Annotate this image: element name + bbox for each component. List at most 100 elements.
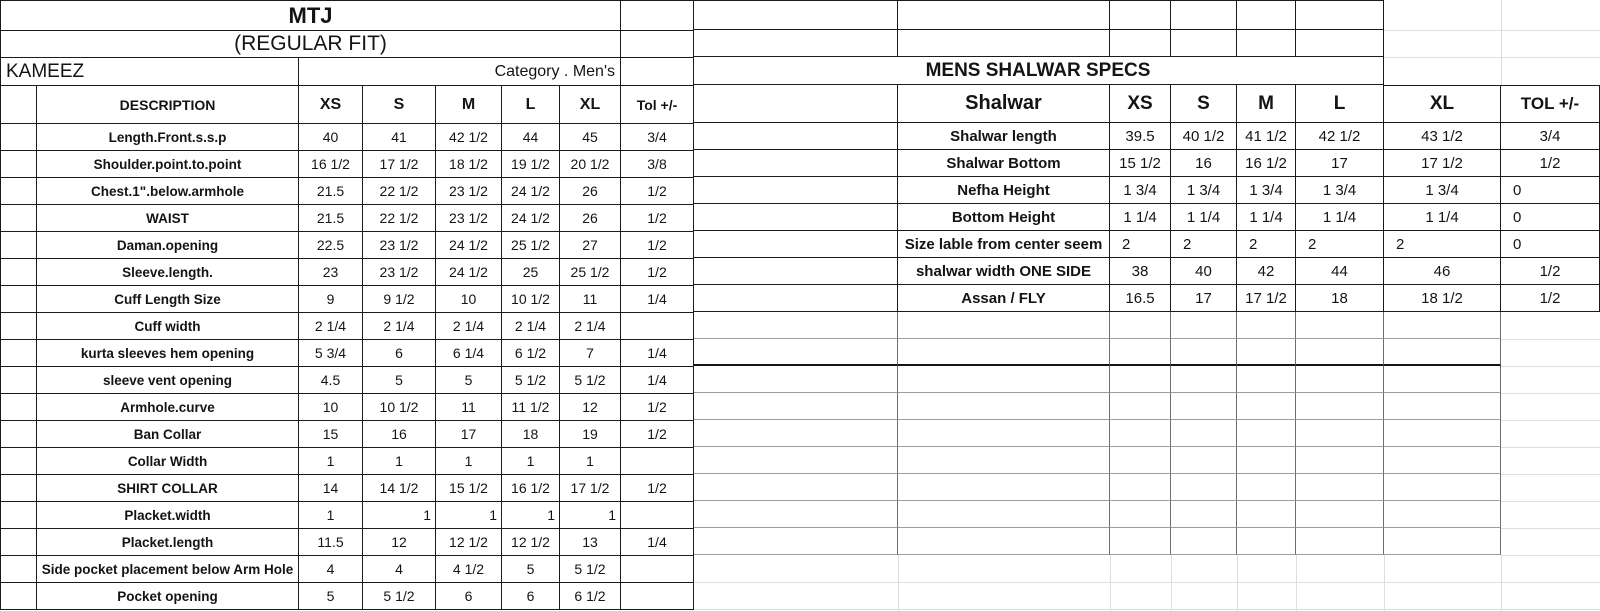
spacer-cell[interactable] [1, 367, 37, 394]
empty-cell[interactable] [1501, 0, 1600, 30]
empty-grid-cell[interactable] [1296, 312, 1384, 339]
size-value-cell[interactable]: 22.5 [299, 232, 363, 259]
empty-cell[interactable] [1296, 30, 1384, 57]
spacer-cell[interactable] [693, 231, 898, 258]
size-value-cell[interactable]: 23 [299, 259, 363, 286]
size-value-cell[interactable]: 14 [299, 475, 363, 502]
empty-grid-cell[interactable] [1237, 339, 1296, 366]
spacer-cell[interactable] [1, 205, 37, 232]
size-value-cell[interactable]: 25 1/2 [560, 259, 621, 286]
empty-grid-cell[interactable] [1237, 393, 1296, 420]
column-header-m[interactable]: M [1237, 85, 1296, 123]
size-value-cell[interactable]: 12 1/2 [502, 529, 560, 556]
tolerance-cell[interactable]: 3/4 [1501, 123, 1600, 150]
empty-grid-cell[interactable] [1384, 447, 1501, 474]
column-header-description[interactable]: DESCRIPTION [37, 86, 299, 124]
size-value-cell[interactable]: 2 [1296, 231, 1384, 258]
empty-cell[interactable] [1296, 0, 1384, 30]
size-value-cell[interactable]: 1 3/4 [1296, 177, 1384, 204]
row-label-cell[interactable]: kurta sleeves hem opening [37, 340, 299, 367]
size-value-cell[interactable]: 6 [363, 340, 436, 367]
size-value-cell[interactable]: 2 1/4 [560, 313, 621, 340]
empty-cell[interactable] [898, 0, 1110, 30]
size-value-cell[interactable]: 38 [1110, 258, 1171, 285]
size-value-cell[interactable]: 10 1/2 [502, 286, 560, 313]
empty-grid-cell[interactable] [1296, 393, 1384, 420]
size-value-cell[interactable]: 1 1/4 [1296, 204, 1384, 231]
spacer-cell[interactable] [1, 556, 37, 583]
empty-grid-cell[interactable] [898, 366, 1110, 393]
row-label-cell[interactable]: sleeve vent opening [37, 367, 299, 394]
size-value-cell[interactable]: 5 1/2 [502, 367, 560, 394]
empty-grid-cell[interactable] [1171, 393, 1237, 420]
empty-grid-cell[interactable] [1237, 366, 1296, 393]
empty-cell[interactable] [1110, 0, 1171, 30]
column-header-shalwar[interactable]: Shalwar [898, 85, 1110, 123]
tolerance-cell[interactable]: 1/2 [1501, 150, 1600, 177]
size-value-cell[interactable]: 5 1/2 [560, 367, 621, 394]
row-label-cell[interactable]: Shalwar Bottom [898, 150, 1110, 177]
size-value-cell[interactable]: 42 [1237, 258, 1296, 285]
column-header-s[interactable]: S [1171, 85, 1237, 123]
empty-grid-cell[interactable] [1110, 447, 1171, 474]
empty-grid-cell[interactable] [1110, 420, 1171, 447]
empty-grid-cell[interactable] [898, 447, 1110, 474]
size-value-cell[interactable]: 14 1/2 [363, 475, 436, 502]
size-value-cell[interactable]: 24 1/2 [436, 232, 502, 259]
size-value-cell[interactable]: 22 1/2 [363, 178, 436, 205]
empty-grid-cell[interactable] [1171, 474, 1237, 501]
row-label-cell[interactable]: Daman.opening [37, 232, 299, 259]
empty-grid-cell[interactable] [1384, 312, 1501, 339]
size-value-cell[interactable]: 1 [363, 448, 436, 475]
empty-grid-cell[interactable] [1296, 447, 1384, 474]
empty-grid-cell[interactable] [1384, 393, 1501, 420]
tolerance-cell[interactable]: 1/4 [621, 340, 694, 367]
size-value-cell[interactable]: 26 [560, 178, 621, 205]
empty-grid-cell[interactable] [1171, 420, 1237, 447]
size-value-cell[interactable]: 19 [560, 421, 621, 448]
empty-grid-cell[interactable] [1296, 366, 1384, 393]
size-value-cell[interactable]: 2 [1237, 231, 1296, 258]
size-value-cell[interactable]: 40 [1171, 258, 1237, 285]
size-value-cell[interactable]: 18 1/2 [436, 151, 502, 178]
empty-grid-cell[interactable] [1296, 420, 1384, 447]
empty-cell[interactable] [1384, 57, 1501, 85]
size-value-cell[interactable]: 11 [436, 394, 502, 421]
size-value-cell[interactable]: 1 [560, 502, 621, 529]
empty-cell[interactable] [1501, 57, 1600, 85]
size-value-cell[interactable]: 16 [363, 421, 436, 448]
size-value-cell[interactable]: 15 [299, 421, 363, 448]
size-value-cell[interactable]: 5 1/2 [560, 556, 621, 583]
size-value-cell[interactable]: 1 3/4 [1171, 177, 1237, 204]
empty-grid-cell[interactable] [1237, 474, 1296, 501]
tolerance-cell[interactable]: 3/4 [621, 124, 694, 151]
size-value-cell[interactable]: 1 [299, 448, 363, 475]
spacer-cell[interactable] [693, 204, 898, 231]
size-value-cell[interactable]: 27 [560, 232, 621, 259]
size-value-cell[interactable]: 6 1/4 [436, 340, 502, 367]
size-value-cell[interactable]: 6 1/2 [560, 583, 621, 610]
size-value-cell[interactable]: 12 [560, 394, 621, 421]
empty-grid-cell[interactable] [898, 339, 1110, 366]
size-value-cell[interactable]: 18 [502, 421, 560, 448]
empty-grid-cell[interactable] [693, 393, 898, 420]
tolerance-cell[interactable] [621, 448, 694, 475]
row-label-cell[interactable]: Shalwar length [898, 123, 1110, 150]
row-label-cell[interactable]: Bottom Height [898, 204, 1110, 231]
empty-grid-cell[interactable] [1384, 366, 1501, 393]
row-label-cell[interactable]: Armhole.curve [37, 394, 299, 421]
spacer-cell[interactable] [1, 340, 37, 367]
size-value-cell[interactable]: 9 1/2 [363, 286, 436, 313]
spacer-cell[interactable] [1, 124, 37, 151]
tolerance-cell[interactable]: 0 [1501, 231, 1600, 258]
empty-grid-cell[interactable] [693, 420, 898, 447]
size-value-cell[interactable]: 24 1/2 [436, 259, 502, 286]
size-value-cell[interactable]: 39.5 [1110, 123, 1171, 150]
size-value-cell[interactable]: 43 1/2 [1384, 123, 1501, 150]
size-value-cell[interactable]: 24 1/2 [502, 205, 560, 232]
size-value-cell[interactable]: 21.5 [299, 178, 363, 205]
tolerance-cell[interactable]: 3/8 [621, 151, 694, 178]
size-value-cell[interactable]: 18 [1296, 285, 1384, 312]
empty-grid-cell[interactable] [1171, 339, 1237, 366]
size-value-cell[interactable]: 10 [299, 394, 363, 421]
